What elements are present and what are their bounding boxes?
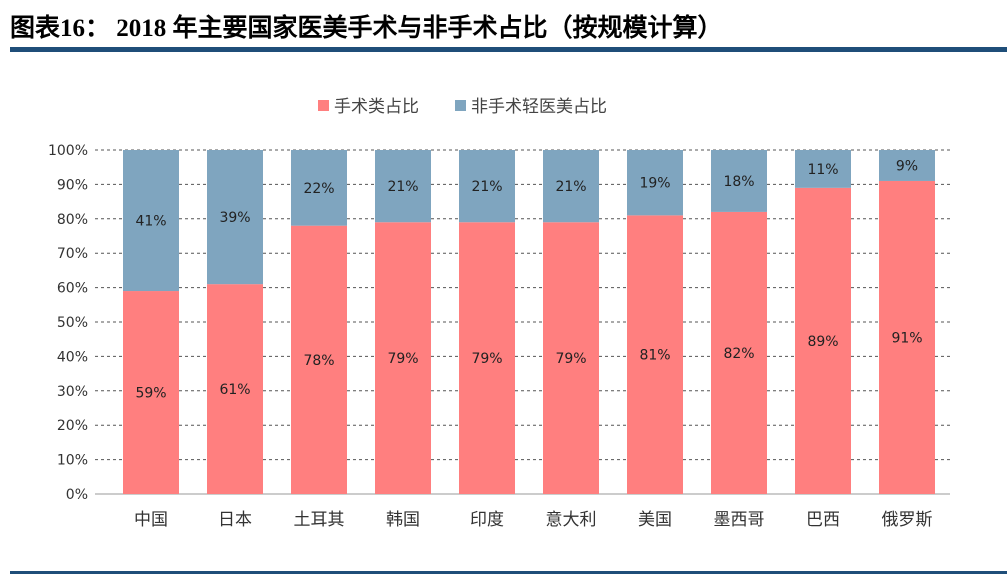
legend-swatch — [318, 100, 329, 111]
data-label: 91% — [891, 330, 922, 346]
y-tick-label: 20% — [57, 418, 88, 434]
y-tick-label: 70% — [57, 246, 88, 262]
bar-segment — [459, 150, 515, 223]
x-tick-label: 日本 — [218, 510, 252, 530]
x-tick-label: 印度 — [470, 510, 504, 530]
x-tick-label: 巴西 — [806, 510, 840, 530]
bar-segment — [795, 187, 851, 494]
data-label: 21% — [471, 179, 502, 195]
bar-segment — [711, 150, 767, 212]
bar-segment — [627, 150, 683, 216]
y-tick-label: 80% — [57, 212, 88, 228]
bar-segment — [123, 150, 179, 292]
y-tick-label: 10% — [57, 453, 88, 469]
data-label: 9% — [896, 158, 918, 174]
data-label: 82% — [723, 346, 754, 362]
bar-segment — [543, 222, 599, 495]
bar-segment — [207, 284, 263, 494]
data-label: 59% — [135, 386, 166, 402]
data-label: 22% — [303, 181, 334, 197]
x-tick-label: 中国 — [134, 510, 168, 530]
data-label: 81% — [639, 348, 670, 364]
bar-segment — [375, 150, 431, 223]
legend-label: 手术类占比 — [334, 97, 419, 117]
legend-swatch — [455, 100, 466, 111]
data-label: 61% — [219, 382, 250, 398]
x-tick-label: 意大利 — [546, 510, 597, 530]
data-label: 79% — [555, 351, 586, 367]
data-label: 78% — [303, 353, 334, 369]
bar-segment — [123, 291, 179, 494]
figure-title: 图表16： 2018 年主要国家医美手术与非手术占比（按规模计算） — [10, 15, 723, 42]
bar-segment — [459, 222, 515, 495]
y-tick-label: 40% — [57, 349, 88, 365]
y-tick-label: 60% — [57, 281, 88, 297]
data-label: 39% — [219, 210, 250, 226]
bar-segment — [207, 150, 263, 285]
bar-segment — [879, 150, 935, 181]
data-label: 41% — [135, 214, 166, 230]
x-tick-label: 土耳其 — [294, 510, 345, 530]
data-label: 21% — [387, 179, 418, 195]
x-tick-label: 俄罗斯 — [882, 510, 933, 530]
data-label: 11% — [807, 162, 838, 178]
y-tick-label: 30% — [57, 384, 88, 400]
data-label: 79% — [471, 351, 502, 367]
bottom-divider — [10, 571, 1007, 574]
legend-label: 非手术轻医美占比 — [471, 97, 607, 117]
bar-segment — [627, 215, 683, 495]
y-tick-label: 100% — [48, 143, 88, 159]
data-label: 19% — [639, 176, 670, 192]
bar-segment — [543, 150, 599, 223]
bar-segment — [711, 211, 767, 495]
data-label: 21% — [555, 179, 586, 195]
bar-segment — [375, 222, 431, 495]
x-tick-label: 美国 — [638, 510, 672, 530]
bar-segment — [291, 150, 347, 226]
data-label: 18% — [723, 174, 754, 190]
y-tick-label: 0% — [66, 487, 88, 503]
bar-segment — [879, 180, 935, 494]
x-tick-label: 墨西哥 — [714, 510, 765, 530]
title-divider — [10, 47, 1007, 52]
data-label: 89% — [807, 334, 838, 350]
y-tick-label: 90% — [57, 177, 88, 193]
y-tick-label: 50% — [57, 315, 88, 331]
x-tick-label: 韩国 — [386, 510, 420, 530]
bar-segment — [291, 225, 347, 494]
bar-segment — [795, 150, 851, 188]
data-label: 79% — [387, 351, 418, 367]
